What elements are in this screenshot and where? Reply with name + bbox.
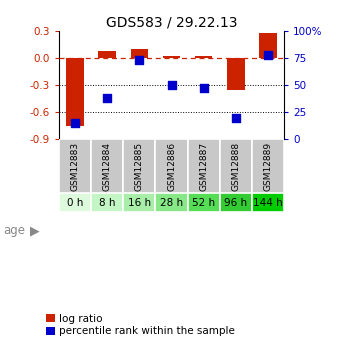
Text: 16 h: 16 h: [128, 198, 151, 208]
Text: GSM12884: GSM12884: [103, 142, 112, 191]
Bar: [220, 193, 252, 212]
Bar: [130, 49, 148, 58]
Point: [201, 86, 206, 91]
Point: [265, 52, 270, 58]
Text: GSM12883: GSM12883: [71, 142, 80, 191]
Bar: [123, 139, 155, 193]
Text: GSM12887: GSM12887: [199, 142, 208, 191]
Bar: [91, 139, 123, 193]
Point: [72, 120, 78, 126]
Text: GSM12888: GSM12888: [231, 142, 240, 191]
Bar: [91, 193, 123, 212]
Text: 28 h: 28 h: [160, 198, 183, 208]
Text: 8 h: 8 h: [99, 198, 116, 208]
Text: age: age: [3, 224, 25, 237]
Text: 96 h: 96 h: [224, 198, 247, 208]
Bar: [252, 139, 284, 193]
Text: GSM12886: GSM12886: [167, 142, 176, 191]
Point: [169, 82, 174, 88]
Text: 52 h: 52 h: [192, 198, 215, 208]
Bar: [220, 139, 252, 193]
Bar: [155, 193, 188, 212]
Bar: [252, 193, 284, 212]
Title: GDS583 / 29.22.13: GDS583 / 29.22.13: [106, 16, 237, 30]
Text: ▶: ▶: [30, 224, 39, 237]
Bar: [123, 193, 155, 212]
Point: [105, 95, 110, 101]
Text: 144 h: 144 h: [253, 198, 283, 208]
Bar: [195, 56, 213, 58]
Bar: [227, 58, 245, 90]
Bar: [259, 33, 277, 58]
Bar: [66, 58, 84, 126]
Point: [137, 58, 142, 63]
Bar: [188, 193, 220, 212]
Bar: [155, 139, 188, 193]
Text: 0 h: 0 h: [67, 198, 83, 208]
Bar: [59, 139, 91, 193]
Bar: [98, 51, 116, 58]
Point: [233, 115, 239, 120]
Bar: [163, 56, 180, 58]
Legend: log ratio, percentile rank within the sample: log ratio, percentile rank within the sa…: [46, 314, 235, 336]
Bar: [59, 193, 91, 212]
Bar: [188, 139, 220, 193]
Text: GSM12889: GSM12889: [263, 142, 272, 191]
Text: GSM12885: GSM12885: [135, 142, 144, 191]
